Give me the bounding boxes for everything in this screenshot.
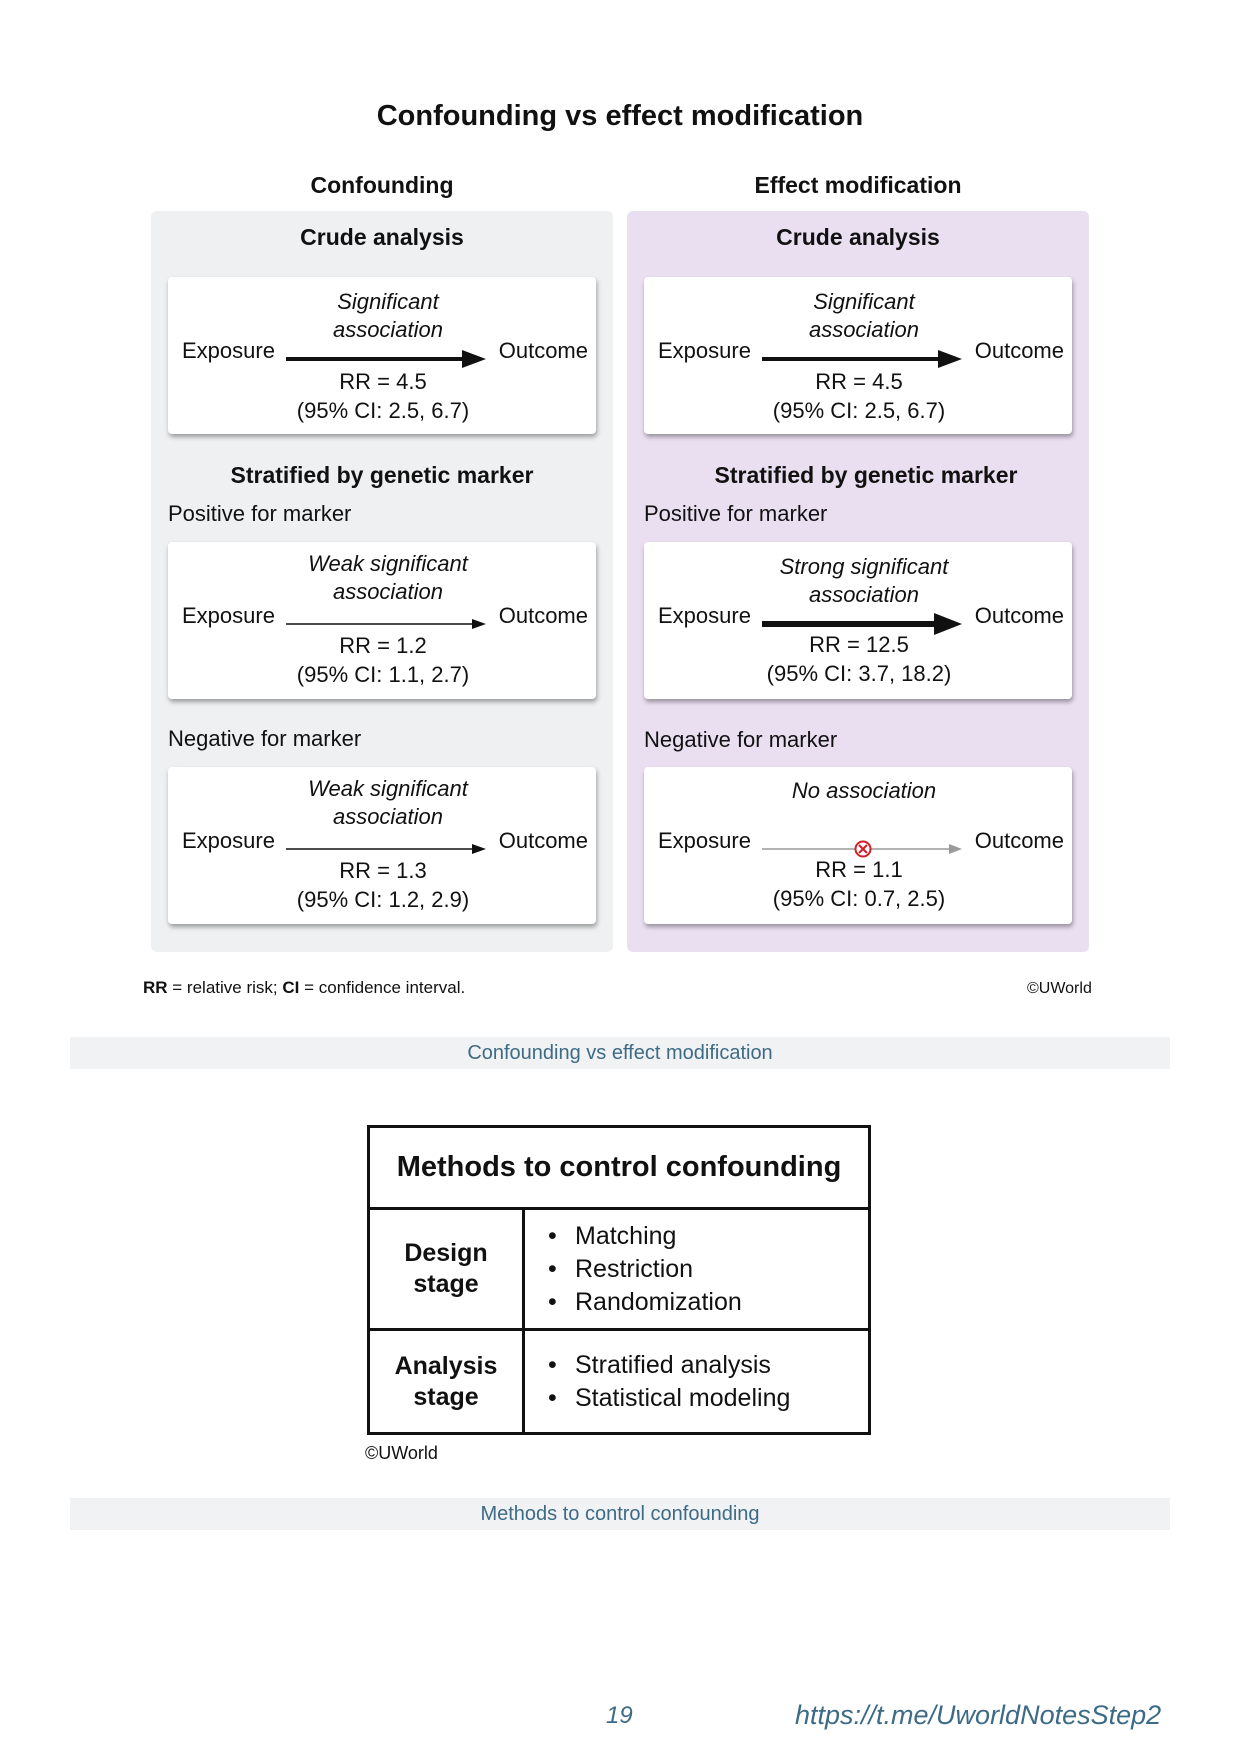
exposure-label: Exposure [658,603,751,628]
stratified-heading: Stratified by genetic marker [714,462,1018,488]
association-label: No association [791,778,937,803]
rr-value: RR = 4.5 [815,369,903,394]
method-item: Statistical modeling [548,1382,868,1415]
figure-caption: Confounding vs effect modification [70,1037,1170,1069]
very-strong-arrow-icon [762,613,962,635]
association-label: Weak significant association [308,776,468,829]
association-label: Significant association [808,289,920,342]
outcome-label: Outcome [974,828,1064,853]
rr-value: RR = 12.5 [809,632,909,657]
method-item: Matching [548,1220,868,1253]
stratified-heading: Stratified by genetic marker [230,462,534,488]
methods-cell: Stratified analysis Statistical modeling [522,1328,871,1435]
positive-marker-label: Positive for marker [644,501,828,526]
ci-value: (95% CI: 2.5, 6.7) [296,398,470,423]
no-association-arrow-icon [762,840,962,858]
exposure-label: Exposure [658,338,751,363]
negative-marker-label: Negative for marker [168,726,362,751]
effect-modification-heading: Effect modification [754,172,962,198]
methods-table: Methods to control confounding Design st… [367,1125,871,1435]
rr-value: RR = 1.1 [815,857,903,882]
abbrev-ci: CI [282,978,300,997]
ci-value: (95% CI: 3.7, 18.2) [766,661,952,686]
rr-value: RR = 1.3 [339,858,427,883]
abbrev-rr: RR [143,978,168,997]
stage-label: Analysis stage [367,1328,525,1435]
negative-marker-box: Weak significant association Exposure Ou… [168,767,596,924]
effect-modification-panel: Crude analysis Significant association E… [627,211,1089,952]
outcome-label: Outcome [498,828,588,853]
rr-value: RR = 1.2 [339,633,427,658]
confounding-heading: Confounding [310,172,454,198]
ci-value: (95% CI: 1.2, 2.9) [296,887,470,912]
association-label: Weak significant association [308,551,468,604]
outcome-label: Outcome [498,603,588,628]
association-label: Strong significant association [779,554,949,607]
strong-arrow-icon [286,350,486,368]
crude-analysis-heading: Crude analysis [300,224,464,250]
outcome-label: Outcome [498,338,588,363]
crude-analysis-box: Significant association Exposure Outcome… [644,277,1072,434]
outcome-label: Outcome [974,338,1064,363]
crude-analysis-heading: Crude analysis [776,224,940,250]
negative-marker-label: Negative for marker [644,727,838,752]
methods-cell: Matching Restriction Randomization [522,1207,871,1331]
copyright: ©UWorld [1027,980,1092,997]
exposure-label: Exposure [182,828,275,853]
copyright: ©UWorld [365,1443,438,1463]
exposure-label: Exposure [182,338,275,363]
abbrev-ci-text: = confidence interval. [299,978,466,997]
method-item: Stratified analysis [548,1349,868,1382]
ci-value: (95% CI: 1.1, 2.7) [296,662,470,687]
stage-label: Design stage [367,1207,525,1331]
positive-marker-label: Positive for marker [168,501,352,526]
confounding-panel: Crude analysis Significant association E… [151,211,613,952]
table-row: Analysis stage Stratified analysis Stati… [367,1328,871,1435]
outcome-label: Outcome [974,603,1064,628]
ci-value: (95% CI: 2.5, 6.7) [772,398,946,423]
exposure-label: Exposure [658,828,751,853]
rr-value: RR = 4.5 [339,369,427,394]
positive-marker-box: Weak significant association Exposure Ou… [168,542,596,699]
exposure-label: Exposure [182,603,275,628]
strong-arrow-icon [762,350,962,368]
weak-arrow-icon [286,619,486,629]
page-number: 19 [606,1702,633,1729]
method-item: Randomization [548,1286,868,1319]
negative-marker-box: No association Exposure Outcome RR = 1.1… [644,767,1072,924]
method-item: Restriction [548,1253,868,1286]
ci-value: (95% CI: 0.7, 2.5) [772,886,946,911]
figure-title: Confounding vs effect modification [376,100,864,132]
abbrev-rr-text: = relative risk; [167,978,283,997]
table-title: Methods to control confounding [367,1125,871,1210]
table-row: Design stage Matching Restriction Random… [367,1207,871,1331]
footer-link[interactable]: https://t.me/UworldNotesStep2 [795,1700,1162,1730]
figure-caption: Methods to control confounding [70,1498,1170,1530]
association-label: Significant association [332,289,444,342]
abbreviation-note: RR = relative risk; CI = confidence inte… [143,978,465,998]
positive-marker-box: Strong significant association Exposure … [644,542,1072,699]
crude-analysis-box: Significant association Exposure Outcome… [168,277,596,434]
weak-arrow-icon [286,844,486,854]
